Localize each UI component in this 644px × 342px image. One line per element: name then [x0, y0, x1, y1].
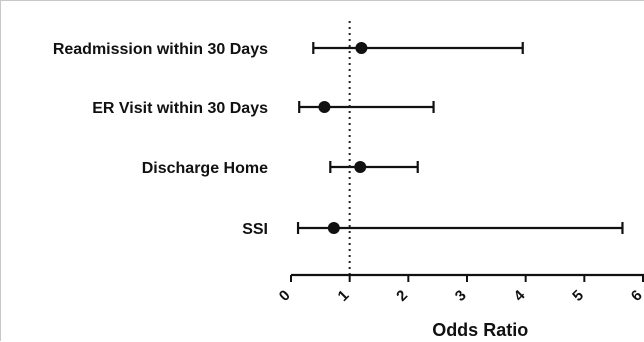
x-tick-label: 3 [452, 287, 470, 305]
x-tick-label: 0 [276, 287, 294, 305]
x-tick-label: 5 [569, 287, 587, 305]
row-0: Readmission within 30 Days [53, 41, 524, 58]
rows-layer: Readmission within 30 Days ER Visit withi… [53, 41, 624, 238]
row-label: Readmission within 30 Days [53, 41, 268, 58]
odds-ratio-point [355, 42, 368, 54]
row-2: Discharge Home [142, 160, 419, 177]
row-label: ER Visit within 30 Days [92, 100, 268, 117]
x-tick-label: 2 [393, 287, 411, 305]
row-label: SSI [242, 221, 268, 238]
x-axis-title: Odds Ratio [432, 320, 528, 340]
row-1: ER Visit within 30 Days [92, 100, 435, 117]
x-tick-label: 4 [511, 286, 529, 304]
odds-ratio-point [354, 161, 367, 173]
odds-ratio-point [318, 101, 331, 113]
x-ticks: 0 1 2 3 4 5 6 [276, 275, 644, 305]
odds-ratio-point [327, 222, 340, 234]
x-tick-label: 1 [335, 287, 353, 305]
row-3: SSI [242, 221, 624, 238]
x-tick-label: 6 [628, 287, 644, 305]
row-label: Discharge Home [142, 160, 268, 177]
